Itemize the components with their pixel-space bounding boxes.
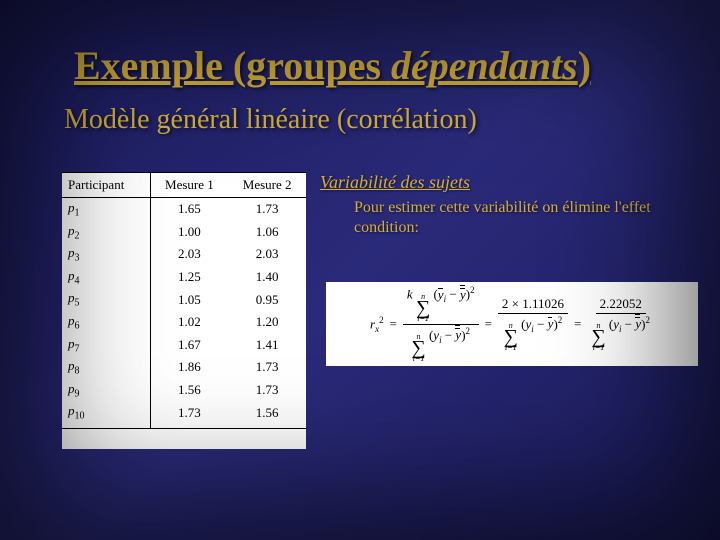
participant-cell: p1 (62, 198, 150, 221)
table-header-row: Participant Mesure 1 Mesure 2 (62, 173, 306, 198)
table-row: p32.032.03 (62, 243, 306, 266)
mesure1-cell: 1.56 (150, 379, 228, 402)
participant-cell: p10 (62, 401, 150, 428)
col-header: Mesure 2 (228, 173, 306, 198)
body-text: Pour estimer cette variabilité on élimin… (354, 198, 684, 238)
equals-sign: = (390, 316, 397, 332)
table-row: p11.651.73 (62, 198, 306, 221)
participant-cell: p9 (62, 379, 150, 402)
mesure2-cell: 1.73 (228, 379, 306, 402)
mesure1-cell: 1.00 (150, 221, 228, 244)
participant-cell: p6 (62, 311, 150, 334)
mesure2-cell: 1.73 (228, 198, 306, 221)
slide-subtitle: Modèle général linéaire (corrélation) (64, 104, 477, 136)
title-prefix: Exemple (groupes (74, 43, 391, 88)
table-row: p21.001.06 (62, 221, 306, 244)
mesure2-cell: 1.73 (228, 356, 306, 379)
mesure1-cell: 1.05 (150, 288, 228, 311)
mesure1-cell: 1.67 (150, 334, 228, 357)
participant-cell: p2 (62, 221, 150, 244)
equals-sign: = (485, 316, 492, 332)
participant-cell: p7 (62, 334, 150, 357)
mesure2-cell: 1.56 (228, 401, 306, 428)
equals-sign: = (574, 316, 581, 332)
participant-cell: p4 (62, 266, 150, 289)
mesure1-cell: 1.25 (150, 266, 228, 289)
mesure2-cell: 2.03 (228, 243, 306, 266)
mesure2-cell: 1.41 (228, 334, 306, 357)
mesure2-cell: 1.20 (228, 311, 306, 334)
participant-cell: p3 (62, 243, 150, 266)
table-row: p91.561.73 (62, 379, 306, 402)
data-table: Participant Mesure 1 Mesure 2 p11.651.73… (62, 172, 306, 449)
table-row: p101.731.56 (62, 401, 306, 428)
mesure1-cell: 1.65 (150, 198, 228, 221)
mesure1-cell: 2.03 (150, 243, 228, 266)
mesure1-cell: 1.86 (150, 356, 228, 379)
table-row: p51.050.95 (62, 288, 306, 311)
participant-cell: p8 (62, 356, 150, 379)
formula: rx2 = k n∑i=1 (yi − y)2 n∑i=1 (yi − y)2 … (326, 282, 698, 366)
mesure2-cell: 1.06 (228, 221, 306, 244)
col-header: Participant (62, 173, 150, 198)
table-row: p61.021.20 (62, 311, 306, 334)
mesure1-cell: 1.02 (150, 311, 228, 334)
table-row: p81.861.73 (62, 356, 306, 379)
title-italic: dépendants (391, 43, 578, 88)
mesure2-cell: 0.95 (228, 288, 306, 311)
slide-title: Exemple (groupes dépendants) (74, 42, 591, 89)
table-row: p41.251.40 (62, 266, 306, 289)
section-heading: Variabilité des sujets (320, 172, 470, 193)
mesure1-cell: 1.73 (150, 401, 228, 428)
fraction-2: 2 × 1.11026 n∑i=1 (yi − y)2 (498, 296, 568, 352)
participant-cell: p5 (62, 288, 150, 311)
fraction-1: k n∑i=1 (yi − y)2 n∑i=1 (yi − y)2 (403, 285, 479, 363)
formula-lhs-sup: 2 (379, 315, 384, 325)
fraction-3: 2.22052 n∑i=1 (yi − y)2 (587, 296, 654, 352)
table-row: p71.671.41 (62, 334, 306, 357)
mesure2-cell: 1.40 (228, 266, 306, 289)
col-header: Mesure 1 (150, 173, 228, 198)
title-suffix: ) (578, 43, 591, 88)
